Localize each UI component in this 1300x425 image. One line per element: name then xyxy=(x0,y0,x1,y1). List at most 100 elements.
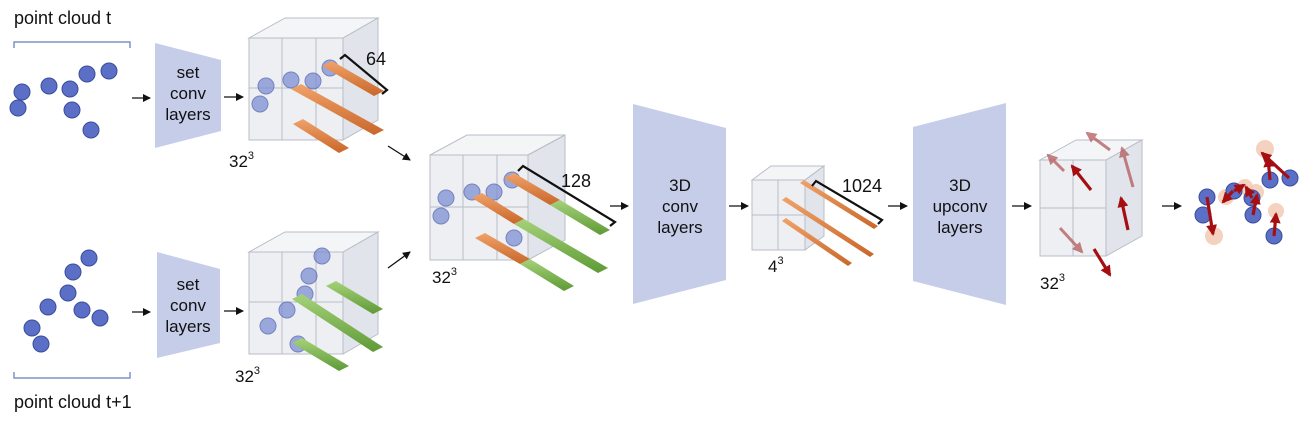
upconv3d-line: 3D xyxy=(949,176,971,195)
feature-bar-t xyxy=(322,61,384,96)
flow-arrow-icon xyxy=(1117,196,1130,231)
point xyxy=(505,229,523,247)
point-cloud-t-bracket xyxy=(13,41,131,48)
right-arrow-icon xyxy=(387,251,411,269)
flow-arrow-icon xyxy=(1119,146,1135,188)
point xyxy=(9,99,27,117)
set-conv-line: layers xyxy=(165,105,210,124)
module-shape xyxy=(157,252,220,358)
point-cloud-t-label: point cloud t xyxy=(14,8,111,28)
dim-128-bracket xyxy=(517,164,617,227)
output-point-flow xyxy=(1194,140,1299,245)
flow-arrow-icon xyxy=(1058,226,1084,254)
conv3d-line: 3D xyxy=(669,176,691,195)
grid-mid-size: 323 xyxy=(432,266,457,287)
feature-bar-t1 xyxy=(514,219,608,273)
conv3d-line: conv xyxy=(662,197,698,216)
feature-bar xyxy=(782,218,852,266)
feature-bar-t1 xyxy=(326,281,383,314)
dim-1024-bracket xyxy=(811,179,884,225)
flow-arrow-icon xyxy=(1046,153,1066,173)
flow-arrow-icon xyxy=(1092,248,1112,277)
point-cloud-t1-bracket xyxy=(13,372,131,379)
feature-bar-t xyxy=(472,193,524,224)
point xyxy=(39,298,57,316)
point xyxy=(13,83,31,101)
point xyxy=(437,189,455,207)
set-conv-line: conv xyxy=(170,296,206,315)
point xyxy=(100,62,118,80)
module-shape xyxy=(913,103,1006,305)
point xyxy=(304,72,322,90)
point xyxy=(432,207,450,225)
point xyxy=(485,183,503,201)
module-shape xyxy=(633,104,726,304)
point xyxy=(257,77,275,95)
voxel-grid-output: 323 xyxy=(1038,131,1144,293)
point xyxy=(32,335,50,353)
set-conv-line: set xyxy=(177,63,200,82)
point xyxy=(78,65,96,83)
voxel-grid-bottom: 323 xyxy=(235,231,383,386)
dim-64-bracket xyxy=(339,53,389,95)
feature-bar-t1 xyxy=(550,200,610,235)
point xyxy=(82,121,100,139)
upconv3d-module: 3D upconv layers xyxy=(913,103,1006,305)
grid-small-size: 43 xyxy=(768,255,784,276)
conv3d-module: 3D conv layers xyxy=(633,104,726,304)
module-shape xyxy=(155,43,221,148)
dim-128-label: 128 xyxy=(561,171,591,191)
point xyxy=(73,301,91,319)
flow-arrow-icon xyxy=(1221,189,1235,204)
flow-arrow-icon xyxy=(1263,156,1275,181)
feature-bar-t xyxy=(475,233,530,264)
dim-1024-label: 1024 xyxy=(842,176,882,196)
voxel-grid-top: 64 323 xyxy=(229,17,389,171)
feature-bar xyxy=(782,197,874,257)
point xyxy=(251,95,269,113)
feature-bar-t xyxy=(291,84,384,135)
upconv3d-line: upconv xyxy=(933,197,988,216)
point-cloud-t: point cloud t xyxy=(9,8,131,139)
flow-arrow-icon xyxy=(1233,183,1246,195)
point xyxy=(91,309,109,327)
point xyxy=(40,77,58,95)
right-arrow-icon xyxy=(387,145,411,161)
point xyxy=(61,80,79,98)
feature-bar xyxy=(800,180,878,229)
point xyxy=(64,263,82,281)
flow-arrow-icon xyxy=(1249,193,1261,216)
flow-arrow-icon xyxy=(1269,212,1281,237)
flow-arrow-icon xyxy=(1070,164,1093,191)
point-cloud-t1-label: point cloud t+1 xyxy=(14,392,132,412)
grid-out-size: 323 xyxy=(1040,272,1065,293)
feature-bar-t1 xyxy=(520,259,574,291)
set-conv-line: set xyxy=(177,275,200,294)
upconv3d-line: layers xyxy=(937,218,982,237)
voxel-grid-fused: 128 323 xyxy=(429,134,617,291)
feature-bar-t xyxy=(504,173,560,205)
grid-bottom-size: 323 xyxy=(235,365,260,386)
point xyxy=(59,284,77,302)
set-conv-line: layers xyxy=(165,317,210,336)
point xyxy=(63,101,81,119)
point xyxy=(313,247,331,265)
feature-bar-t1 xyxy=(292,338,349,371)
set-conv-module-top: set conv layers xyxy=(155,43,221,148)
point-cloud-t1: point cloud t+1 xyxy=(13,249,132,412)
point xyxy=(278,301,296,319)
feature-bar-t1 xyxy=(292,294,383,352)
point xyxy=(300,267,318,285)
grid-top-size: 323 xyxy=(229,150,254,171)
feature-bar-t xyxy=(293,119,349,153)
flow-arrow-icon xyxy=(1085,131,1111,152)
dim-64-label: 64 xyxy=(366,49,386,69)
voxel-grid-small: 1024 43 xyxy=(750,165,884,276)
point xyxy=(80,249,98,267)
point xyxy=(259,317,277,335)
point xyxy=(23,319,41,337)
